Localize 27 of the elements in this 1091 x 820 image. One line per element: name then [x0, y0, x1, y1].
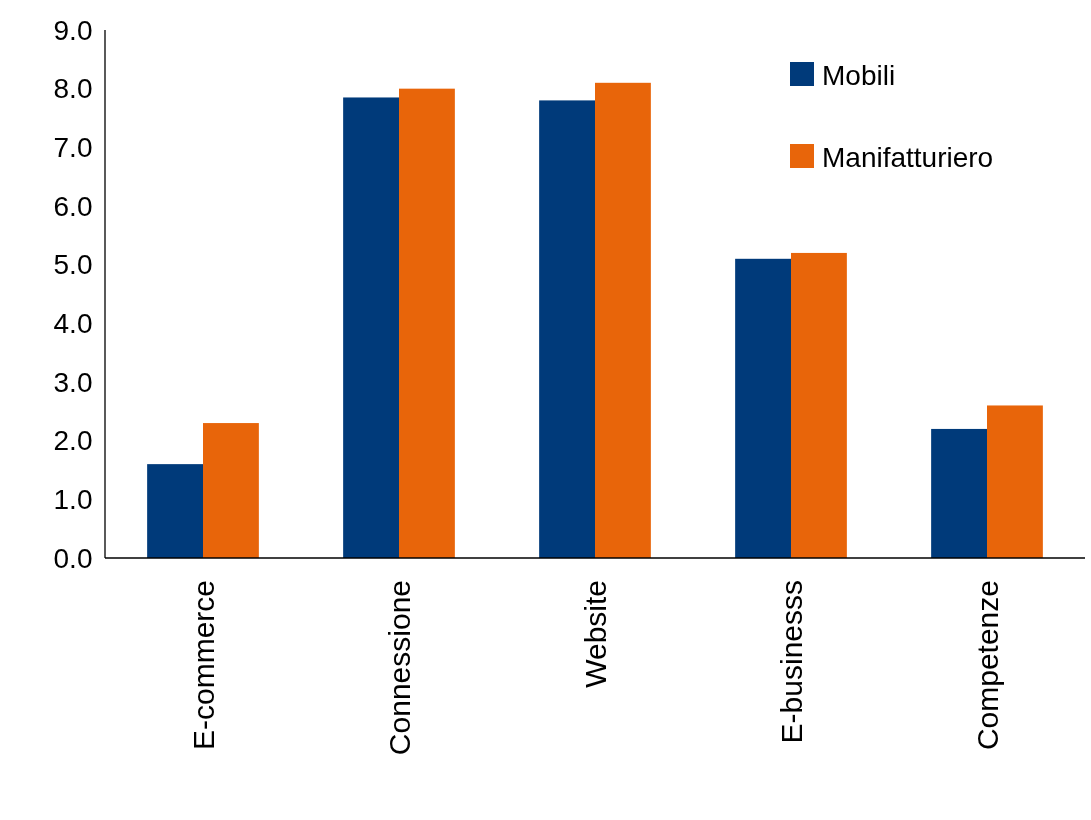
bar — [147, 464, 203, 558]
y-tick-label: 6.0 — [53, 190, 93, 222]
y-tick-label: 5.0 — [53, 249, 93, 281]
x-tick-label: Connessione — [382, 580, 416, 756]
y-tick-label: 7.0 — [53, 131, 93, 163]
bar — [931, 428, 987, 558]
bar — [595, 82, 651, 558]
bar — [791, 252, 847, 558]
y-tick-label: 2.0 — [53, 425, 93, 457]
bar — [399, 88, 455, 558]
y-tick-label: 3.0 — [53, 366, 93, 398]
y-tick-label: 8.0 — [53, 73, 93, 105]
y-tick-label: 1.0 — [53, 483, 93, 515]
x-tick-label: Competenze — [970, 580, 1004, 751]
bar — [203, 423, 259, 558]
y-tick-label: 9.0 — [53, 14, 93, 46]
bar — [539, 100, 595, 558]
y-tick-label: 4.0 — [53, 307, 93, 339]
x-tick-label: E-commerce — [186, 580, 220, 751]
x-tick-label: Website — [578, 580, 612, 688]
bar — [735, 258, 791, 558]
x-tick-label: E-businesss — [774, 580, 808, 744]
legend-label: Mobili — [822, 59, 896, 91]
legend-label: Manifatturiero — [822, 141, 994, 173]
bar — [987, 405, 1043, 558]
y-tick-label: 0.0 — [53, 542, 93, 574]
bar — [343, 97, 399, 558]
